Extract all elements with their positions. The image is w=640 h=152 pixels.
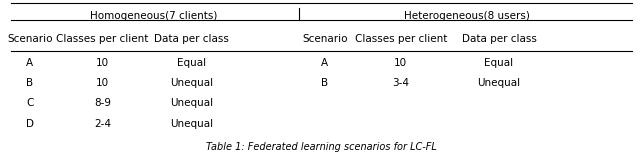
Text: Scenario: Scenario: [302, 34, 348, 44]
Text: Unequal: Unequal: [170, 98, 213, 108]
Text: 8-9: 8-9: [94, 98, 111, 108]
Text: Equal: Equal: [177, 58, 206, 68]
Text: 2-4: 2-4: [94, 119, 111, 129]
Text: 10: 10: [96, 58, 109, 68]
Text: A: A: [321, 58, 328, 68]
Text: A: A: [26, 58, 33, 68]
Text: B: B: [321, 78, 328, 88]
Text: Equal: Equal: [484, 58, 514, 68]
Text: Unequal: Unequal: [477, 78, 520, 88]
Text: Scenario: Scenario: [7, 34, 52, 44]
Text: Classes per client: Classes per client: [355, 34, 447, 44]
Text: 10: 10: [394, 58, 407, 68]
Text: Data per class: Data per class: [461, 34, 536, 44]
Text: Table 1: Federated learning scenarios for LC-FL: Table 1: Federated learning scenarios fo…: [206, 142, 437, 152]
Text: 3-4: 3-4: [392, 78, 409, 88]
Text: D: D: [26, 119, 34, 129]
Text: C: C: [26, 98, 33, 108]
Text: 10: 10: [96, 78, 109, 88]
Text: Unequal: Unequal: [170, 78, 213, 88]
Text: Unequal: Unequal: [170, 119, 213, 129]
Text: Classes per client: Classes per client: [56, 34, 149, 44]
Text: Homogeneous(7 clients): Homogeneous(7 clients): [90, 10, 217, 21]
Text: Data per class: Data per class: [154, 34, 229, 44]
Text: Heterogeneous(8 users): Heterogeneous(8 users): [404, 10, 531, 21]
Text: B: B: [26, 78, 33, 88]
